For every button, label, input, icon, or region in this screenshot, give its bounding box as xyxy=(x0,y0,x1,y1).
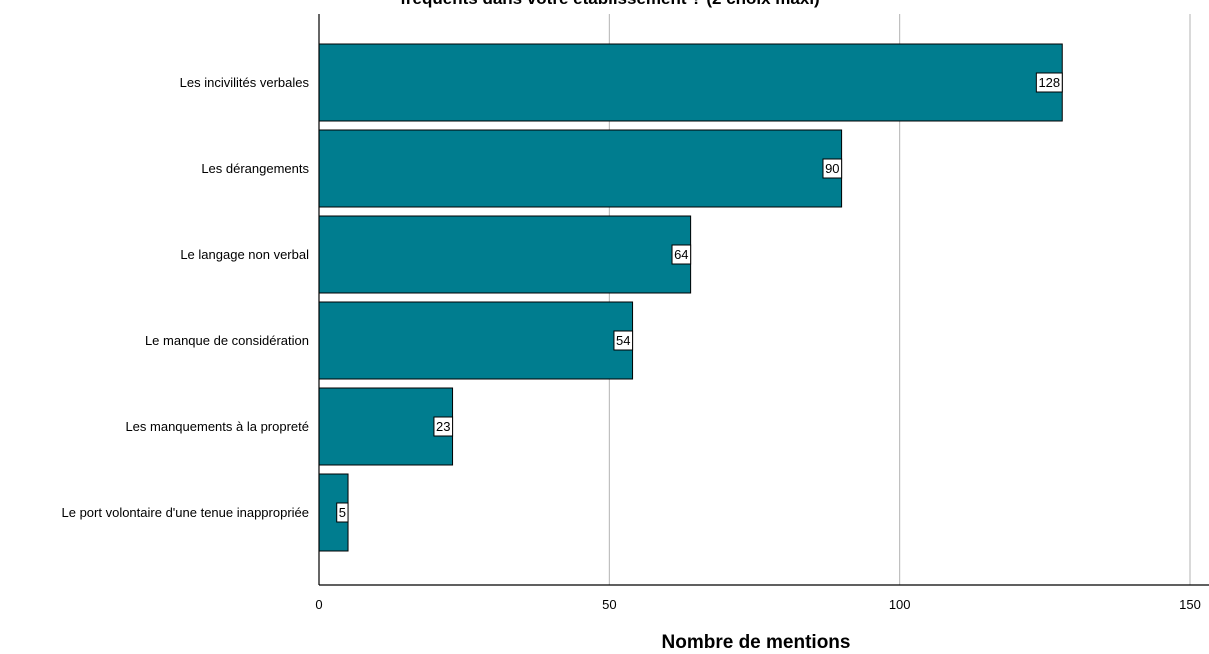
bar-1 xyxy=(318,129,843,208)
labels: 0 50 100 150 Les incivilités verbales Les dér… xyxy=(62,72,1201,612)
value-label-5: 5 xyxy=(339,505,346,520)
value-label-0: 128 xyxy=(1038,75,1060,90)
axes xyxy=(318,14,1209,586)
x-axis-title: Nombre de mentions xyxy=(662,632,851,653)
value-label-4: 23 xyxy=(436,419,450,434)
category-label-2: Le langage non verbal xyxy=(180,247,309,262)
category-label-4: Les manquements à la propreté xyxy=(125,419,309,434)
value-label-box-5 xyxy=(336,502,349,523)
x-tick-label-50: 50 xyxy=(602,597,616,612)
bar-4 xyxy=(318,387,454,466)
category-label-3: Le manque de considération xyxy=(145,333,309,348)
bar-3 xyxy=(318,301,634,380)
value-label-box-0 xyxy=(1035,72,1063,93)
bar-0 xyxy=(318,43,1063,122)
category-label-1: Les dérangements xyxy=(201,161,309,176)
x-tick-label-0: 0 xyxy=(315,597,322,612)
value-label-1: 90 xyxy=(825,161,839,176)
value-label-box-1 xyxy=(822,158,843,179)
value-label-box-4 xyxy=(433,416,454,437)
x-tick-label-100: 100 xyxy=(889,597,911,612)
x-tick-label-150: 150 xyxy=(1179,597,1201,612)
value-label-3: 54 xyxy=(616,333,630,348)
value-label-box-3 xyxy=(613,330,634,351)
bars xyxy=(318,43,1063,552)
chart-title: fréquents dans votre établissement ? (2 … xyxy=(400,0,819,8)
value-label-2: 64 xyxy=(674,247,688,262)
category-label-0: Les incivilités verbales xyxy=(180,75,310,90)
category-label-5: Le port volontaire d'une tenue inappropr… xyxy=(62,505,310,520)
value-label-box-2 xyxy=(671,244,692,265)
bar-2 xyxy=(318,215,692,294)
